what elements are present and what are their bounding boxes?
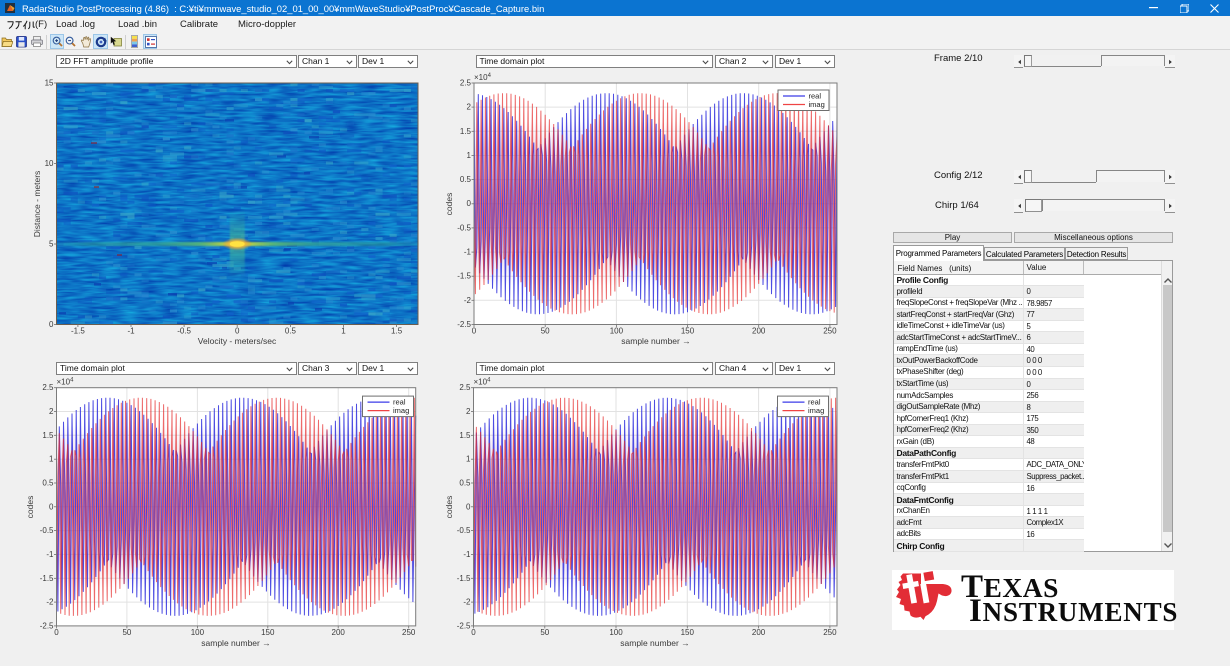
svg-text:1.5: 1.5 [460,127,472,136]
svg-text:Distance - meters: Distance - meters [32,171,42,238]
svg-text:-0.5: -0.5 [457,223,471,232]
svg-text:×104: ×104 [474,73,492,82]
svg-text:0: 0 [49,502,54,511]
svg-text:-2: -2 [463,598,471,607]
svg-text:1: 1 [341,327,346,336]
svg-text:150: 150 [681,628,695,637]
svg-text:50: 50 [540,628,549,637]
svg-text:1: 1 [466,455,471,464]
svg-text:-0.5: -0.5 [177,327,191,336]
svg-text:250: 250 [823,628,837,637]
svg-text:-2: -2 [464,296,472,305]
svg-text:250: 250 [823,327,837,336]
svg-text:×104: ×104 [57,378,75,387]
svg-text:2: 2 [466,407,471,416]
svg-text:sample number →: sample number → [620,638,689,648]
svg-text:1.5: 1.5 [391,327,403,336]
svg-text:15: 15 [45,79,54,88]
svg-text:-0.5: -0.5 [457,526,471,535]
svg-text:-0.5: -0.5 [40,526,54,535]
svg-text:imag: imag [393,406,409,415]
svg-text:200: 200 [752,628,766,637]
svg-text:1: 1 [49,455,54,464]
svg-text:0: 0 [49,320,54,329]
svg-text:1.5: 1.5 [459,431,471,440]
svg-text:2: 2 [49,407,54,416]
svg-text:200: 200 [752,327,766,336]
svg-text:-1: -1 [46,550,54,559]
svg-text:-1: -1 [127,327,135,336]
svg-text:200: 200 [332,628,346,637]
svg-text:2.5: 2.5 [460,79,472,88]
svg-text:codes: codes [444,193,454,216]
svg-text:0.5: 0.5 [459,479,471,488]
svg-text:100: 100 [610,327,624,336]
svg-text:0.5: 0.5 [285,327,297,336]
svg-text:0.5: 0.5 [460,175,472,184]
svg-text:100: 100 [191,628,205,637]
svg-text:150: 150 [261,628,275,637]
svg-text:sample number →: sample number → [621,336,690,346]
svg-text:2: 2 [467,103,472,112]
svg-text:-2: -2 [46,598,54,607]
svg-text:codes: codes [25,496,35,519]
svg-text:1: 1 [467,151,472,160]
svg-text:2.5: 2.5 [42,383,54,392]
svg-text:2.5: 2.5 [459,383,471,392]
svg-text:0: 0 [235,327,240,336]
svg-text:real: real [393,398,406,407]
svg-text:10: 10 [45,159,54,168]
svg-text:Velocity - meters/sec: Velocity - meters/sec [198,336,277,346]
svg-text:-1.5: -1.5 [71,327,85,336]
svg-text:0: 0 [471,628,476,637]
svg-text:5: 5 [49,240,54,249]
svg-text:50: 50 [541,327,550,336]
svg-text:150: 150 [681,327,695,336]
svg-text:×104: ×104 [474,378,492,387]
svg-text:-1.5: -1.5 [457,272,471,281]
svg-text:real: real [809,92,822,101]
svg-text:0: 0 [466,502,471,511]
svg-text:-2.5: -2.5 [40,621,54,630]
svg-text:0: 0 [472,327,477,336]
svg-text:-1: -1 [463,550,471,559]
svg-text:50: 50 [122,628,131,637]
svg-text:0.5: 0.5 [42,479,54,488]
svg-text:-2.5: -2.5 [457,320,471,329]
svg-text:-1: -1 [464,248,472,257]
svg-text:-2.5: -2.5 [457,621,471,630]
svg-text:-1.5: -1.5 [457,574,471,583]
svg-text:100: 100 [609,628,623,637]
svg-text:-1.5: -1.5 [40,574,54,583]
svg-text:sample number →: sample number → [201,638,270,648]
svg-text:codes: codes [444,496,454,519]
svg-text:imag: imag [809,100,825,109]
svg-text:0: 0 [54,628,59,637]
svg-text:1.5: 1.5 [42,431,54,440]
svg-text:250: 250 [402,628,416,637]
svg-text:imag: imag [808,406,824,415]
svg-text:0: 0 [467,199,472,208]
svg-text:real: real [808,398,821,407]
